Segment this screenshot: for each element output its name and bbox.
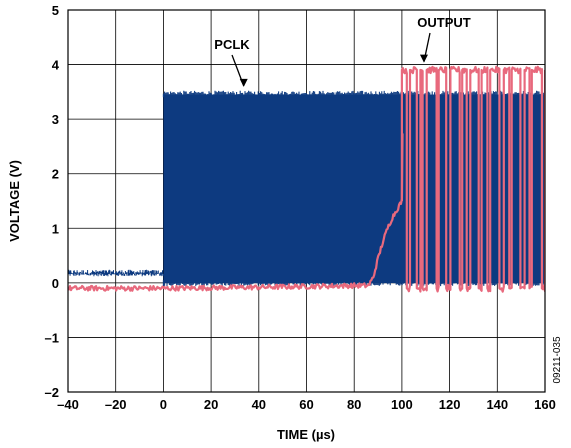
x-tick-label: –40 (57, 397, 79, 412)
pclk-trace (68, 90, 545, 287)
x-tick-label: 20 (204, 397, 218, 412)
annotation-arrowhead (419, 54, 428, 63)
x-tick-labels: –40 –20 0 20 40 60 80 100 120 140 160 (57, 397, 556, 412)
traces (68, 65, 545, 293)
x-tick-label: 0 (160, 397, 167, 412)
x-tick-label: 120 (439, 397, 461, 412)
output-baseline (68, 133, 404, 292)
y-tick-label: 1 (52, 221, 59, 236)
annotations: PCLK OUTPUT (214, 15, 471, 87)
plot-frame (67, 9, 546, 393)
y-tick-label: –1 (45, 330, 59, 345)
annotation-label: OUTPUT (417, 15, 471, 30)
y-axis-label: VOLTAGE (V) (7, 160, 22, 242)
x-tick-label: 60 (299, 397, 313, 412)
x-tick-label: 160 (534, 397, 556, 412)
y-tick-label: 2 (52, 167, 59, 182)
x-tick-label: 100 (391, 397, 413, 412)
x-tick-label: 40 (252, 397, 266, 412)
x-axis-label: TIME (µs) (277, 427, 335, 442)
y-tick-label: 4 (52, 58, 60, 73)
y-tick-label: –2 (45, 385, 59, 400)
annotation-label: PCLK (214, 37, 250, 52)
y-tick-label: 3 (52, 112, 59, 127)
y-tick-labels: –2 –1 0 1 2 3 4 5 (45, 3, 60, 400)
output-trace (68, 65, 545, 293)
x-tick-label: 80 (347, 397, 361, 412)
y-tick-label: 0 (52, 276, 59, 291)
x-tick-label: 140 (486, 397, 508, 412)
y-tick-label: 5 (52, 3, 59, 18)
x-tick-label: –20 (105, 397, 127, 412)
figure-id: 09211-035 (552, 336, 563, 384)
annotation-arrowhead (239, 78, 248, 87)
pclk-idle-band (68, 269, 164, 277)
output-toggle (400, 65, 545, 293)
